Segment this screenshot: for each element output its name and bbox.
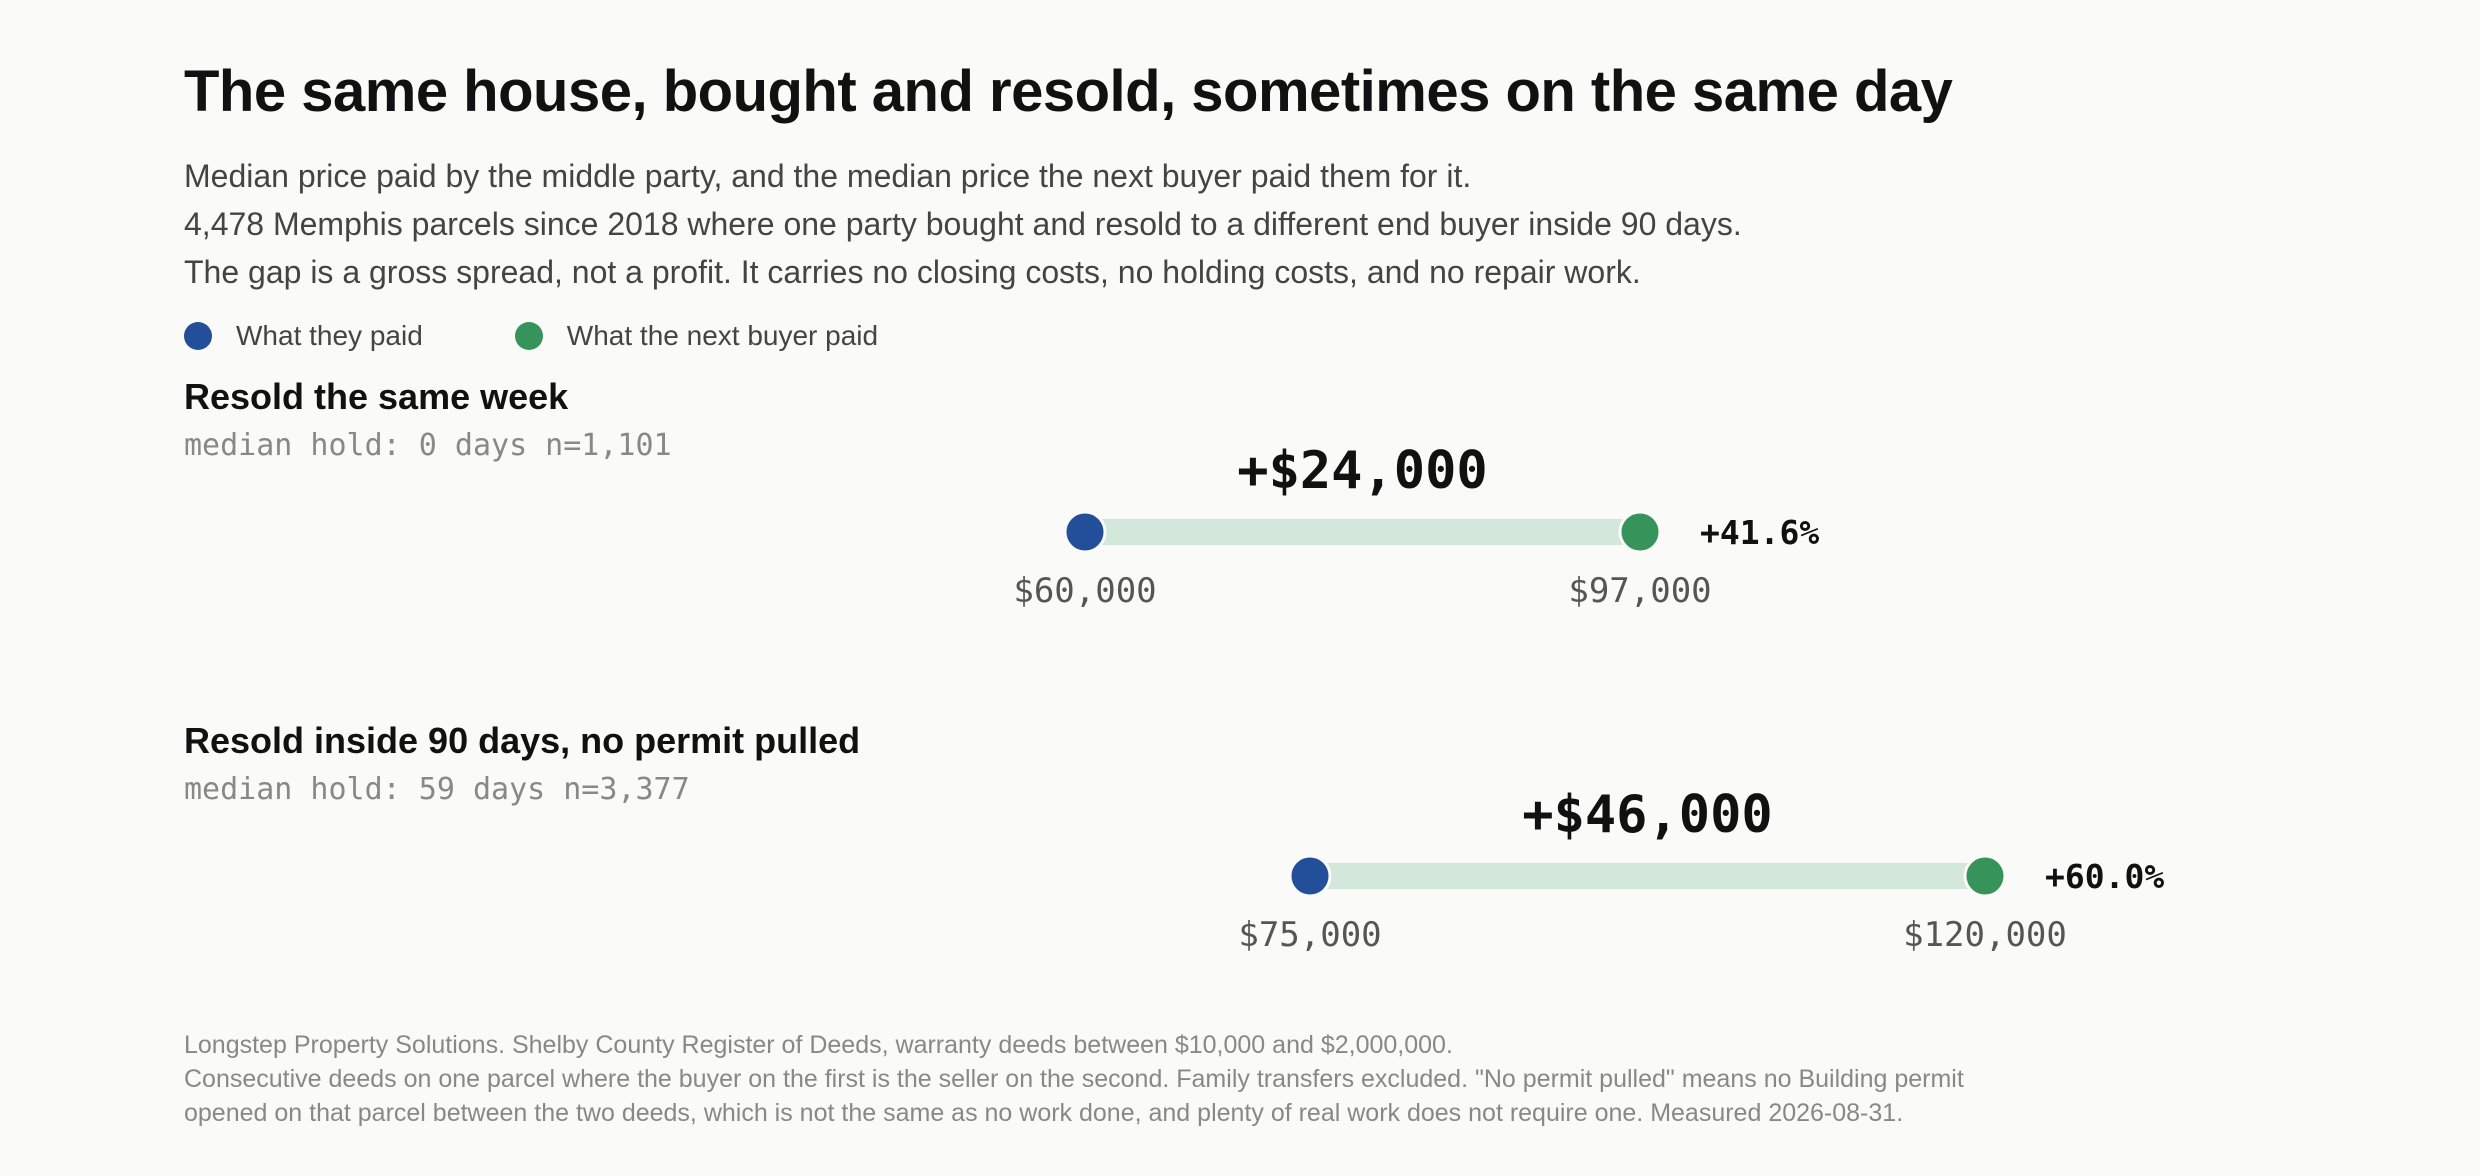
row-n-90-days: n=3,377 (563, 772, 690, 807)
row-hold-90-days: median hold: 59 days (184, 772, 546, 807)
row-meta-same-week: median hold: 0 days n=1,101 (184, 428, 672, 463)
page-title: The same house, bought and resold, somet… (184, 59, 1953, 124)
spread-label-90-days: +$46,000 (1522, 785, 1772, 845)
footnote-method-1: Consecutive deeds on one parcel where th… (184, 1065, 1964, 1093)
row-title-same-week: Resold the same week (184, 376, 569, 417)
legend-swatch-resold (514, 322, 543, 350)
paid-label-90-days: $75,000 (1238, 915, 1381, 955)
subtitle-line-3: The gap is a gross spread, not a profit.… (184, 254, 1641, 290)
subtitle-line-2: 4,478 Memphis parcels since 2018 where o… (184, 206, 1742, 242)
legend-label-resold: What the next buyer paid (566, 320, 879, 351)
pct-label-same-week: +41.6% (1700, 513, 1819, 552)
legend: What they paid What the next buyer paid (184, 316, 970, 356)
spread-bar-90-days (1310, 863, 1985, 889)
subtitle-line-1: Median price paid by the middle party, a… (184, 158, 1472, 194)
paid-label-same-week: $60,000 (1013, 571, 1156, 611)
legend-swatch-paid (184, 322, 212, 350)
row-n-same-week: n=1,101 (545, 428, 672, 463)
legend-label-paid: What they paid (236, 320, 423, 351)
legend-item-paid: What they paid (184, 320, 423, 352)
footnote-method-2: opened on that parcel between the two de… (184, 1099, 1904, 1127)
spread-label-same-week: +$24,000 (1237, 441, 1487, 501)
legend-item-resold: What the next buyer paid (514, 320, 879, 352)
dot-resold-90-days (1963, 854, 2007, 898)
row-meta-90-days: median hold: 59 days n=3,377 (184, 772, 690, 807)
dot-resold-same-week (1618, 510, 1662, 554)
dot-paid-90-days (1288, 854, 1332, 898)
row-hold-same-week: median hold: 0 days (184, 428, 528, 463)
dot-paid-same-week (1063, 510, 1107, 554)
resold-label-90-days: $120,000 (1903, 915, 2067, 955)
row-title-90-days: Resold inside 90 days, no permit pulled (184, 720, 861, 761)
footnote-source: Longstep Property Solutions. Shelby Coun… (184, 1031, 1453, 1059)
resold-label-same-week: $97,000 (1568, 571, 1711, 611)
spread-bar-same-week (1085, 519, 1640, 545)
pct-label-90-days: +60.0% (2045, 857, 2164, 896)
